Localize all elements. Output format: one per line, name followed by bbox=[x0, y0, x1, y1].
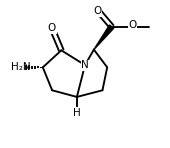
Polygon shape bbox=[94, 25, 114, 50]
Text: H₂N: H₂N bbox=[11, 62, 31, 72]
Text: O: O bbox=[128, 20, 137, 30]
Text: O: O bbox=[48, 23, 56, 33]
Text: H: H bbox=[73, 108, 81, 118]
Text: O: O bbox=[93, 6, 101, 16]
Text: N: N bbox=[81, 60, 89, 70]
